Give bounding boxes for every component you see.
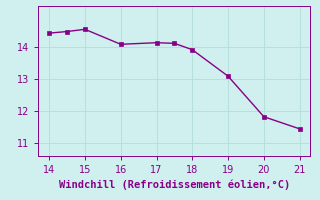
X-axis label: Windchill (Refroidissement éolien,°C): Windchill (Refroidissement éolien,°C) xyxy=(59,179,290,190)
